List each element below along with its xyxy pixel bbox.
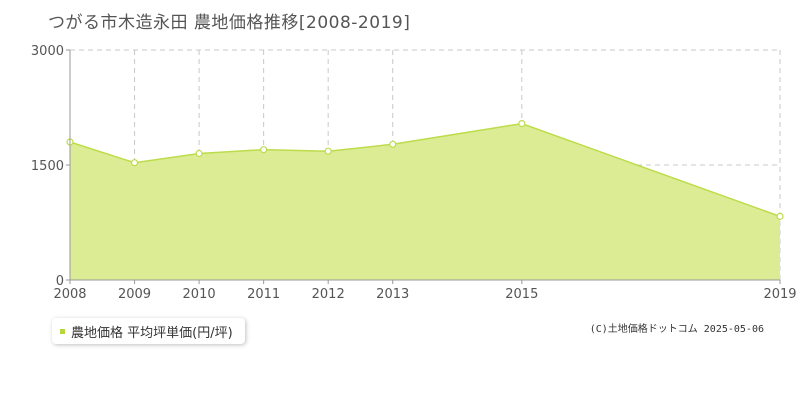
y-tick-label: 3000 xyxy=(31,44,64,59)
copyright-credit: (C)土地価格ドットコム 2025-05-06 xyxy=(589,324,764,335)
area-fill xyxy=(70,123,780,280)
x-tick-label: 2011 xyxy=(247,287,280,302)
x-tick-label: 2013 xyxy=(376,287,409,302)
x-tick-labels: 2008 2009 2010 2011 2012 2013 2015 2019 xyxy=(53,287,796,302)
legend-label: 農地価格 平均坪単価(円/坪) xyxy=(71,325,233,341)
y-tick-label: 1500 xyxy=(31,159,64,174)
data-point xyxy=(776,212,784,220)
x-tick-label: 2010 xyxy=(183,287,216,302)
x-tick-label: 2008 xyxy=(53,287,86,302)
legend: 農地価格 平均坪単価(円/坪) xyxy=(52,318,245,344)
data-point xyxy=(260,146,268,154)
x-tick-label: 2015 xyxy=(505,287,538,302)
data-point xyxy=(389,140,397,148)
x-tick-label: 2012 xyxy=(312,287,345,302)
y-tick-label: 0 xyxy=(56,274,64,289)
x-tick-label: 2019 xyxy=(763,287,796,302)
legend-marker xyxy=(60,328,65,334)
data-point xyxy=(324,147,332,155)
y-tick-labels: 0 1500 3000 xyxy=(31,44,64,289)
series-area xyxy=(69,122,781,280)
chart-title: つがる市木造永田 農地価格推移[2008-2019] xyxy=(48,13,411,33)
series-line xyxy=(69,122,781,218)
data-points xyxy=(66,119,784,220)
data-point xyxy=(195,149,203,158)
x-tick-label: 2009 xyxy=(118,287,151,302)
data-point xyxy=(130,159,139,167)
data-point xyxy=(518,119,526,128)
axes xyxy=(66,49,781,284)
